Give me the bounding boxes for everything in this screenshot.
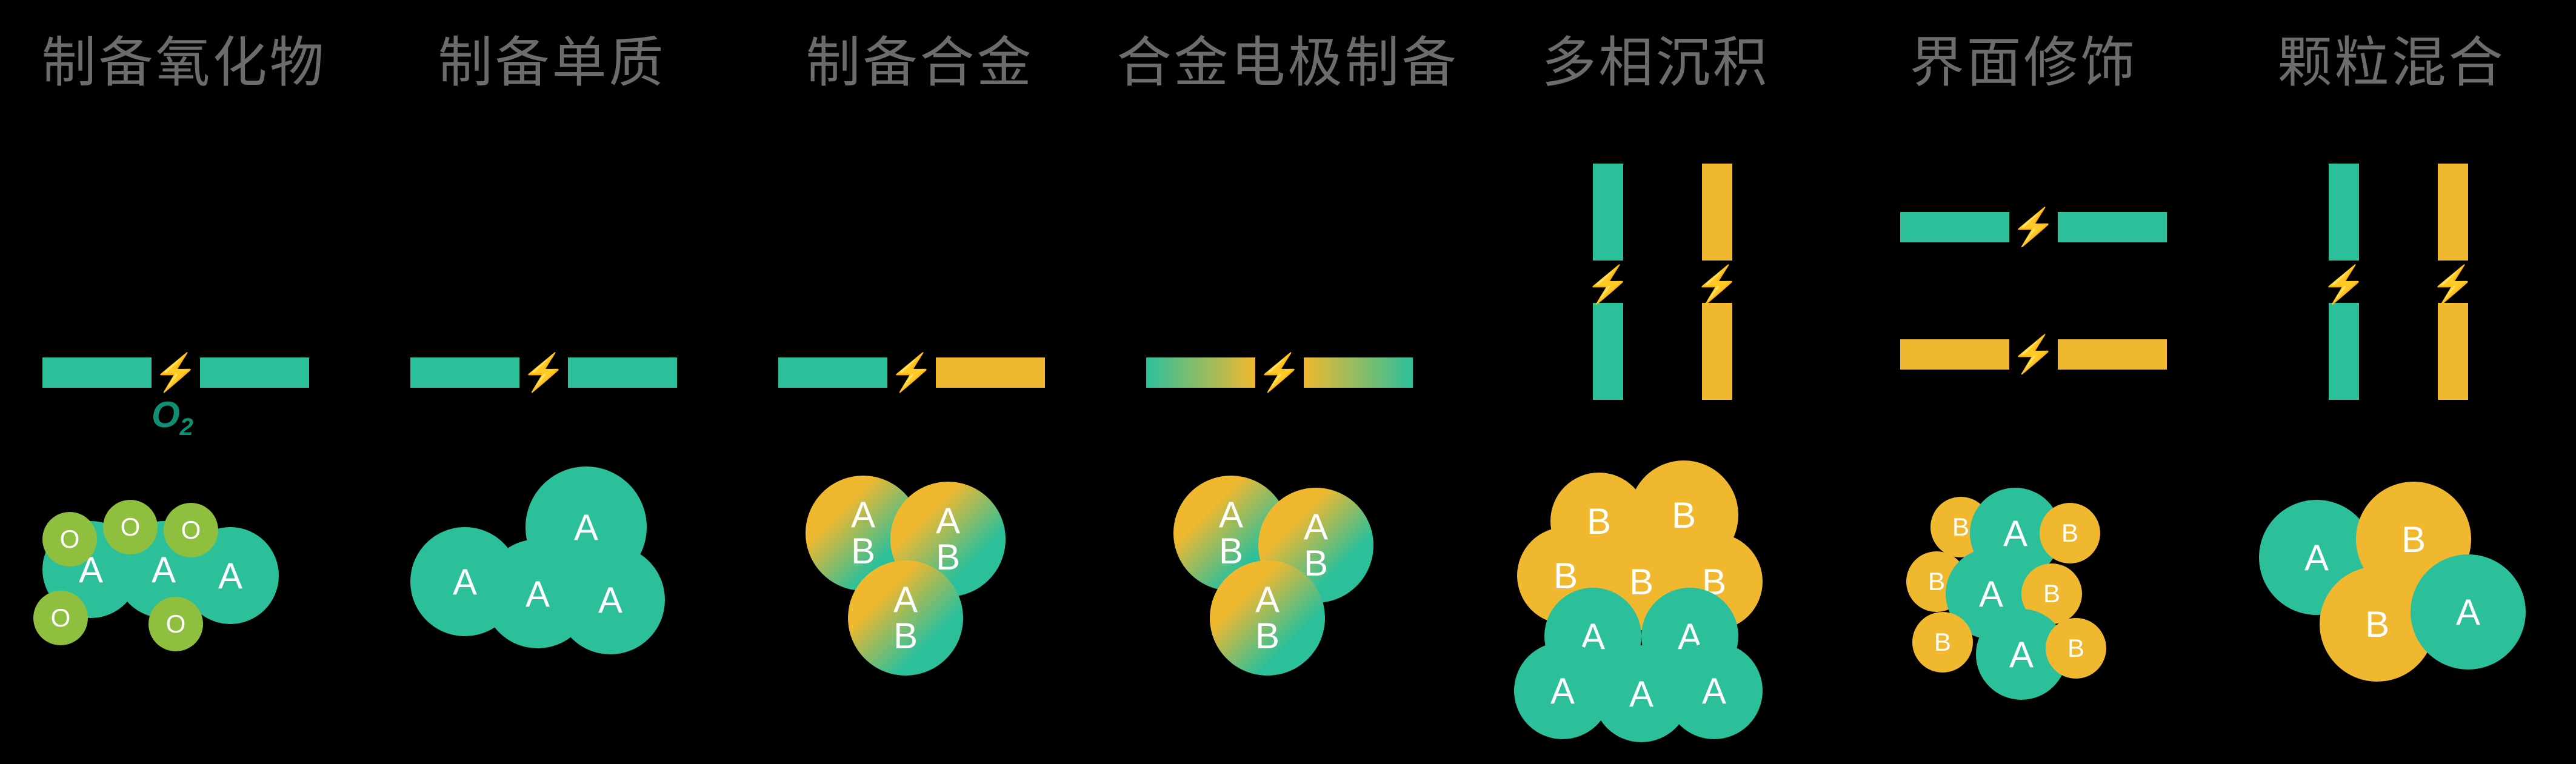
electrode-left xyxy=(778,357,887,388)
particle: O xyxy=(103,500,158,554)
spark-icon: ⚡ xyxy=(1257,354,1303,391)
panel-title: 界面修饰 xyxy=(1840,18,2207,97)
particle: A xyxy=(2411,554,2526,669)
electrode-rightTop xyxy=(2438,164,2468,261)
particle: A xyxy=(1666,642,1763,739)
spark-icon: ⚡ xyxy=(889,354,935,391)
panel-title: 合金电极制备 xyxy=(1104,18,1472,97)
particle: O xyxy=(164,503,218,557)
particle-label: A xyxy=(851,497,875,533)
electrode-rightBottom xyxy=(2438,303,2468,400)
electrode-right xyxy=(568,357,677,388)
particle-cluster: BABBABBAB xyxy=(1840,515,2207,757)
panel-title: 制备氧化物 xyxy=(0,18,368,97)
electrode-leftBottom xyxy=(2329,303,2359,400)
particle-cluster: BBBBBAAAAA xyxy=(1472,515,1840,757)
spark-icon: ⚡ xyxy=(2321,267,2367,303)
spark-icon: ⚡ xyxy=(1695,267,1740,303)
particle-label: B xyxy=(1255,618,1280,654)
particle-label: B xyxy=(893,618,918,654)
particle: B xyxy=(1912,612,1973,673)
electrode-leftBottom xyxy=(1593,303,1623,400)
particle-cluster: ABABAB xyxy=(1104,515,1472,757)
electrode-left xyxy=(42,357,152,388)
panel-title: 制备单质 xyxy=(368,18,736,97)
diagram-stage: 制备氧化物⚡O2AAAOOOOO制备单质⚡AAAA制备合金⚡ABABAB合金电极… xyxy=(0,0,2576,764)
particle-label: B xyxy=(936,539,960,576)
particle: O xyxy=(42,512,97,566)
electrode-bottom-left xyxy=(1900,339,2009,370)
electrode-bottom-right xyxy=(2058,339,2167,370)
panel-alloy-electrode: 合金电极制备⚡ABABAB xyxy=(1104,0,1472,764)
particle-cluster: ABBA xyxy=(2207,515,2575,757)
particle-label: A xyxy=(1304,509,1328,545)
panel-element: 制备单质 ⚡ AAAA xyxy=(368,0,736,764)
electrode-right xyxy=(1304,357,1413,388)
spark-icon: ⚡ xyxy=(153,354,199,391)
spark-icon: ⚡ xyxy=(2431,267,2476,303)
particle-label: B xyxy=(851,533,875,570)
particle: A xyxy=(556,545,665,654)
panel-alloy: 制备合金⚡ABABAB xyxy=(736,0,1104,764)
spark-icon: ⚡ xyxy=(2011,336,2057,373)
electrode-left xyxy=(410,357,519,388)
particle-label: A xyxy=(893,582,918,618)
electrode-rightBottom xyxy=(1702,303,1732,400)
o2-label: O2 xyxy=(152,394,193,441)
particle-label: B xyxy=(1219,533,1243,570)
spark-icon: ⚡ xyxy=(1586,267,1631,303)
particle-cluster: ABABAB xyxy=(736,515,1104,757)
spark-icon: ⚡ xyxy=(2011,209,2057,245)
panel-interface: 界面修饰⚡⚡BABBABBAB xyxy=(1840,0,2207,764)
particle-cluster: AAAA xyxy=(368,515,736,757)
panel-title: 颗粒混合 xyxy=(2207,18,2575,97)
panel-multiphase: 多相沉积 ⚡ ⚡ BBBBBAAAAA xyxy=(1472,0,1840,764)
particle: O xyxy=(33,591,88,645)
panel-title: 多相沉积 xyxy=(1472,18,1840,97)
electrode-right xyxy=(200,357,309,388)
particle: AB xyxy=(1210,560,1325,676)
electrode-leftTop xyxy=(1593,164,1623,261)
electrode-top-left xyxy=(1900,212,2009,242)
electrode-left xyxy=(1146,357,1255,388)
panel-title: 制备合金 xyxy=(736,18,1104,97)
particle-label: A xyxy=(936,503,960,539)
panel-oxide: 制备氧化物 ⚡O2 AAAOOOOO xyxy=(0,0,368,764)
electrode-top-right xyxy=(2058,212,2167,242)
panel-mixing: 颗粒混合 ⚡ ⚡ ABBA xyxy=(2207,0,2575,764)
particle: AB xyxy=(848,560,963,676)
electrode-rightTop xyxy=(1702,164,1732,261)
particle-label: A xyxy=(1219,497,1243,533)
particle: B xyxy=(2040,503,2100,563)
particle-label: A xyxy=(1255,582,1280,618)
particle-cluster: AAAOOOOO xyxy=(0,515,368,757)
particle: O xyxy=(148,597,203,651)
electrode-right xyxy=(936,357,1045,388)
electrode-leftTop xyxy=(2329,164,2359,261)
particle: B xyxy=(2046,618,2106,679)
spark-icon: ⚡ xyxy=(521,354,567,391)
